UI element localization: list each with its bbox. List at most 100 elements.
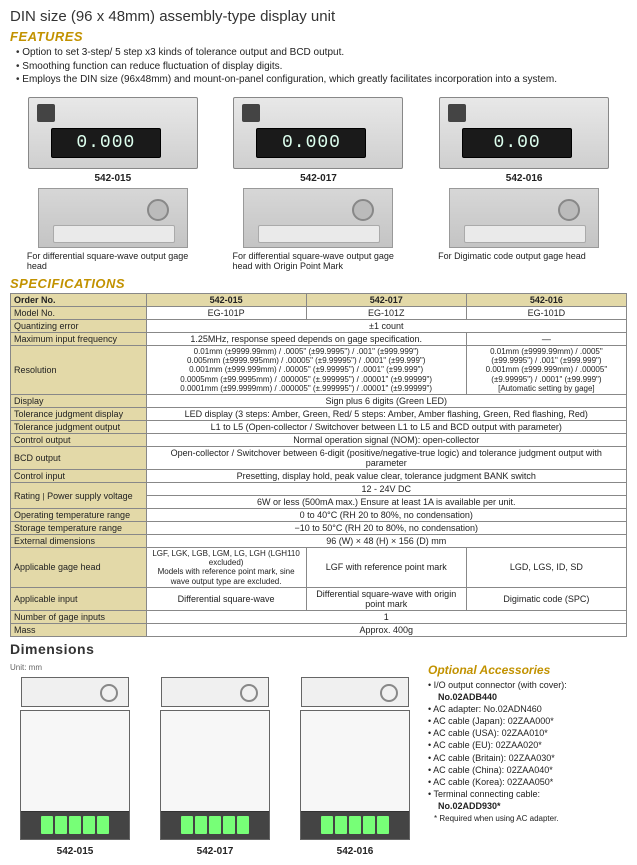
spec-value: 1 xyxy=(146,610,626,623)
accessory-item: AC cable (USA): 02ZAA010* xyxy=(428,727,627,739)
spec-label: Mass xyxy=(11,623,147,636)
specifications-heading: SPECIFICATIONS xyxy=(10,276,627,291)
spec-label: Tolerance judgment display xyxy=(11,408,147,421)
feature-item: Employs the DIN size (96x48mm) and mount… xyxy=(16,73,627,87)
spec-label: Storage temperature range xyxy=(11,522,147,535)
product-row: 0.000 542-015 0.000 542-017 0.00 542-016 xyxy=(10,97,627,184)
accessories-block: Optional Accessories I/O output connecto… xyxy=(428,663,627,857)
device-image: 0.000 xyxy=(233,97,403,169)
product-code: 542-016 xyxy=(434,173,614,184)
spec-value: LED display (3 steps: Amber, Green, Red/… xyxy=(146,408,626,421)
back-panel: For differential square-wave output gage… xyxy=(228,188,408,273)
spec-value: 1.25MHz, response speed depends on gage … xyxy=(146,333,466,346)
spec-label: Operating temperature range xyxy=(11,509,147,522)
device-image: 0.000 xyxy=(28,97,198,169)
spec-value: −10 to 50°C (RH 20 to 80%, no condensati… xyxy=(146,522,626,535)
product-card: 0.00 542-016 xyxy=(434,97,614,184)
spec-value: Open-collector / Switchover between 6-di… xyxy=(146,447,626,470)
accessories-note: * Required when using AC adapter. xyxy=(434,814,627,823)
spec-value: LGF with reference point mark xyxy=(306,548,466,588)
spec-label: Number of gage inputs xyxy=(11,610,147,623)
spec-value: 0 to 40°C (RH 20 to 80%, no condensation… xyxy=(146,509,626,522)
spec-value: L1 to L5 (Open-collector / Switchover be… xyxy=(146,421,626,434)
spec-table: Order No. 542-015 542-017 542-016 Model … xyxy=(10,293,627,637)
spec-label: Model No. xyxy=(11,307,147,320)
features-heading: FEATURES xyxy=(10,29,627,44)
spec-value: LGD, LGS, ID, SD xyxy=(466,548,626,588)
spec-header: 542-016 xyxy=(466,294,626,307)
spec-value: Normal operation signal (NOM): open-coll… xyxy=(146,434,626,447)
spec-value: 12 - 24V DC xyxy=(146,483,626,496)
product-card: 0.000 542-017 xyxy=(228,97,408,184)
spec-label: Display xyxy=(11,395,147,408)
back-image xyxy=(38,188,188,248)
device-image: 0.00 xyxy=(439,97,609,169)
spec-value: LGF, LGK, LGB, LGM, LG, LGH (LGH110 excl… xyxy=(146,548,306,588)
spec-label: Tolerance judgment output xyxy=(11,421,147,434)
product-card: 0.000 542-015 xyxy=(23,97,203,184)
spec-value: Differential square-wave xyxy=(146,587,306,610)
dim-code: 542-015 xyxy=(10,846,140,857)
accessory-item: Terminal connecting cable: xyxy=(428,788,627,800)
spec-label: Applicable input xyxy=(11,587,147,610)
back-image xyxy=(243,188,393,248)
spec-value: ±1 count xyxy=(146,320,626,333)
spec-value: EG-101D xyxy=(466,307,626,320)
features-list: Option to set 3-step/ 5 step x3 kinds of… xyxy=(16,46,627,87)
device-display: 0.00 xyxy=(494,133,541,153)
spec-value: 6W or less (500mA max.) Ensure at least … xyxy=(146,496,626,509)
dimensions-heading: Dimensions xyxy=(10,641,627,657)
back-caption: For differential square-wave output gage… xyxy=(228,251,408,273)
accessory-item: AC cable (Japan): 02ZAA000* xyxy=(428,715,627,727)
accessories-list: I/O output connector (with cover):No.02A… xyxy=(428,679,627,813)
spec-label: Control input xyxy=(11,470,147,483)
spec-value: EG-101Z xyxy=(306,307,466,320)
feature-item: Smoothing function can reduce fluctuatio… xyxy=(16,60,627,74)
spec-label: Applicable gage head xyxy=(11,548,147,588)
spec-value: Approx. 400g xyxy=(146,623,626,636)
spec-label: Control output xyxy=(11,434,147,447)
back-image xyxy=(449,188,599,248)
dim-code: 542-016 xyxy=(290,846,420,857)
spec-header: 542-015 xyxy=(146,294,306,307)
spec-label: Rating | Power supply voltage xyxy=(11,483,147,509)
spec-value: Differential square-wave with origin poi… xyxy=(306,587,466,610)
accessory-item: AC cable (Korea): 02ZAA050* xyxy=(428,776,627,788)
accessory-item: AC cable (China): 02ZAA040* xyxy=(428,764,627,776)
accessory-item: AC cable (Britain): 02ZAA030* xyxy=(428,752,627,764)
spec-label: Maximum input frequency xyxy=(11,333,147,346)
back-caption: For Digimatic code output gage head xyxy=(434,251,614,262)
device-display: 0.000 xyxy=(282,133,341,153)
back-caption: For differential square-wave output gage… xyxy=(23,251,203,273)
accessory-item: AC cable (EU): 02ZAA020* xyxy=(428,739,627,751)
accessories-heading: Optional Accessories xyxy=(428,663,627,677)
back-panel: For Digimatic code output gage head xyxy=(434,188,614,273)
device-display: 0.000 xyxy=(76,133,135,153)
unit-label: Unit: mm xyxy=(10,663,420,672)
spec-value: 96 (W) × 48 (H) × 156 (D) mm xyxy=(146,535,626,548)
spec-value: Presetting, display hold, peak value cle… xyxy=(146,470,626,483)
page-title: DIN size (96 x 48mm) assembly-type displ… xyxy=(10,8,627,25)
spec-value: 0.01mm (±9999.99mm) / .0005" (±99.9995")… xyxy=(466,346,626,395)
spec-value: EG-101P xyxy=(146,307,306,320)
back-panel: For differential square-wave output gage… xyxy=(23,188,203,273)
spec-label: Resolution xyxy=(11,346,147,395)
feature-item: Option to set 3-step/ 5 step x3 kinds of… xyxy=(16,46,627,60)
accessory-item: No.02ADB440 xyxy=(438,691,627,703)
spec-value: Digimatic code (SPC) xyxy=(466,587,626,610)
spec-label: Quantizing error xyxy=(11,320,147,333)
spec-value: Sign plus 6 digits (Green LED) xyxy=(146,395,626,408)
dimension-drawing: 542-015 xyxy=(10,674,140,857)
dim-code: 542-017 xyxy=(150,846,280,857)
product-code: 542-017 xyxy=(228,173,408,184)
accessory-item: AC adapter: No.02ADN460 xyxy=(428,703,627,715)
spec-label: External dimensions xyxy=(11,535,147,548)
accessory-item: No.02ADD930* xyxy=(438,800,627,812)
product-code: 542-015 xyxy=(23,173,203,184)
spec-value: 0.01mm (±9999.99mm) / .0005" (±99.9995")… xyxy=(146,346,466,395)
spec-header: Order No. xyxy=(11,294,147,307)
spec-header: 542-017 xyxy=(306,294,466,307)
spec-value: — xyxy=(466,333,626,346)
back-row: For differential square-wave output gage… xyxy=(10,188,627,273)
spec-label: BCD output xyxy=(11,447,147,470)
